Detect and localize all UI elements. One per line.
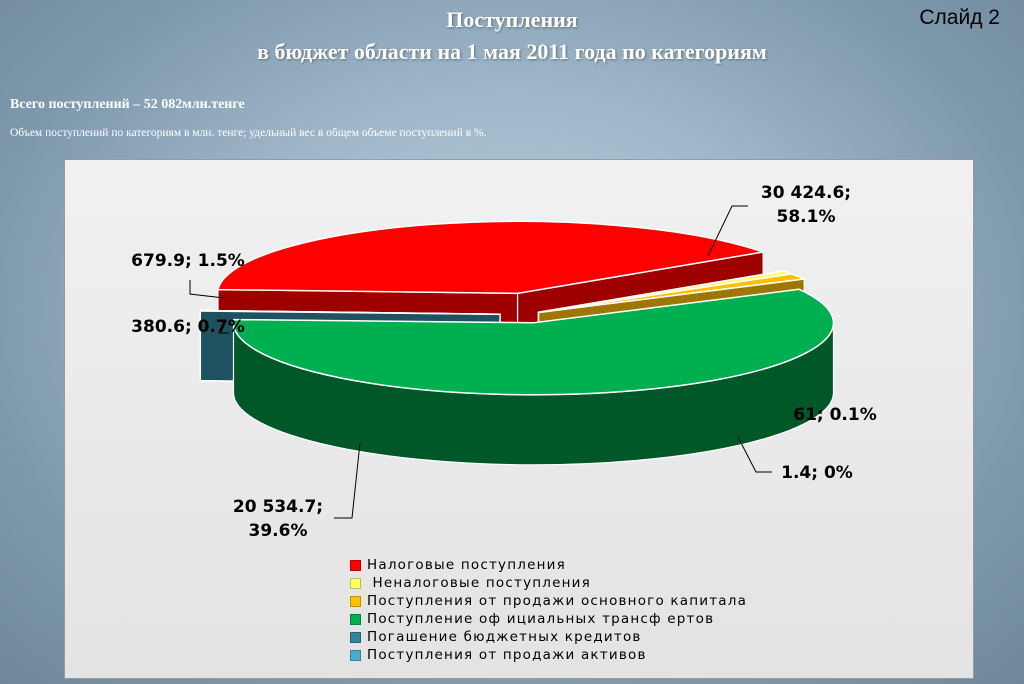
legend-swatch-3: [350, 613, 361, 625]
leader-line-3: [707, 205, 748, 257]
leader-line-0: [334, 442, 361, 519]
data-label-4-0: 61; 0.1%: [793, 405, 877, 425]
title-line-1: Поступления: [446, 7, 578, 32]
legend-swatch-4: [350, 631, 361, 643]
pie-tops: [199, 220, 835, 396]
data-label-3-1: 58.1%: [777, 207, 836, 227]
slide-number: Слайд 2: [919, 6, 1000, 29]
data-labels: 20 534.7; 39.6% 380.6; 0.7% 679.9; 1.5% 30 4…: [131, 183, 877, 541]
legend-swatch-0: [350, 559, 361, 571]
legend-item-0: Налоговые поступления: [350, 556, 747, 574]
pie-slice-5: [199, 309, 501, 315]
chart-legend: Налоговые поступления Неналоговые поступ…: [350, 556, 747, 664]
pie-slice-3: [232, 288, 835, 396]
title-line-2: в бюджет области на 1 мая 2011 года по к…: [257, 39, 767, 64]
pie-slice-0: [217, 220, 764, 295]
data-label-2-0: 679.9; 1.5%: [131, 251, 245, 271]
legend-swatch-1: [350, 577, 361, 589]
data-label-1-0: 380.6; 0.7%: [131, 317, 245, 337]
legend-label-5: Поступления от продажи активов: [367, 647, 647, 663]
legend-item-1: Неналоговые поступления: [350, 574, 747, 592]
legend-label-1: Неналоговые поступления: [367, 575, 591, 591]
legend-swatch-5: [350, 649, 361, 661]
slide-title: Поступления в бюджет области на 1 мая 20…: [0, 4, 1024, 68]
legend-item-5: Поступления от продажи активов: [350, 646, 747, 664]
chart-subtitle: Объем поступлений по категориям в млн. т…: [10, 127, 487, 139]
data-label-3-0: 30 424.6;: [761, 183, 851, 203]
total-revenue: Всего поступлений – 52 082млн.тенге: [10, 97, 245, 112]
legend-swatch-2: [350, 595, 361, 607]
legend-item-4: Погашение бюджетных кредитов: [350, 628, 747, 646]
legend-item-3: Поступление оф ициальных трансф ертов: [350, 610, 747, 628]
data-label-0-1: 39.6%: [249, 521, 308, 541]
pie-slice-2: [538, 273, 807, 314]
data-label-5-0: 1.4; 0%: [781, 463, 853, 483]
legend-label-4: Погашение бюджетных кредитов: [367, 629, 642, 645]
legend-label-0: Налоговые поступления: [367, 557, 566, 573]
leader-line-2: [189, 280, 225, 299]
leader-line-5: [737, 436, 772, 473]
legend-item-2: Поступления от продажи основного капитал…: [350, 592, 747, 610]
legend-label-2: Поступления от продажи основного капитал…: [367, 593, 748, 609]
data-label-0-0: 20 534.7;: [233, 497, 323, 517]
legend-label-3: Поступление оф ициальных трансф ертов: [367, 611, 715, 627]
